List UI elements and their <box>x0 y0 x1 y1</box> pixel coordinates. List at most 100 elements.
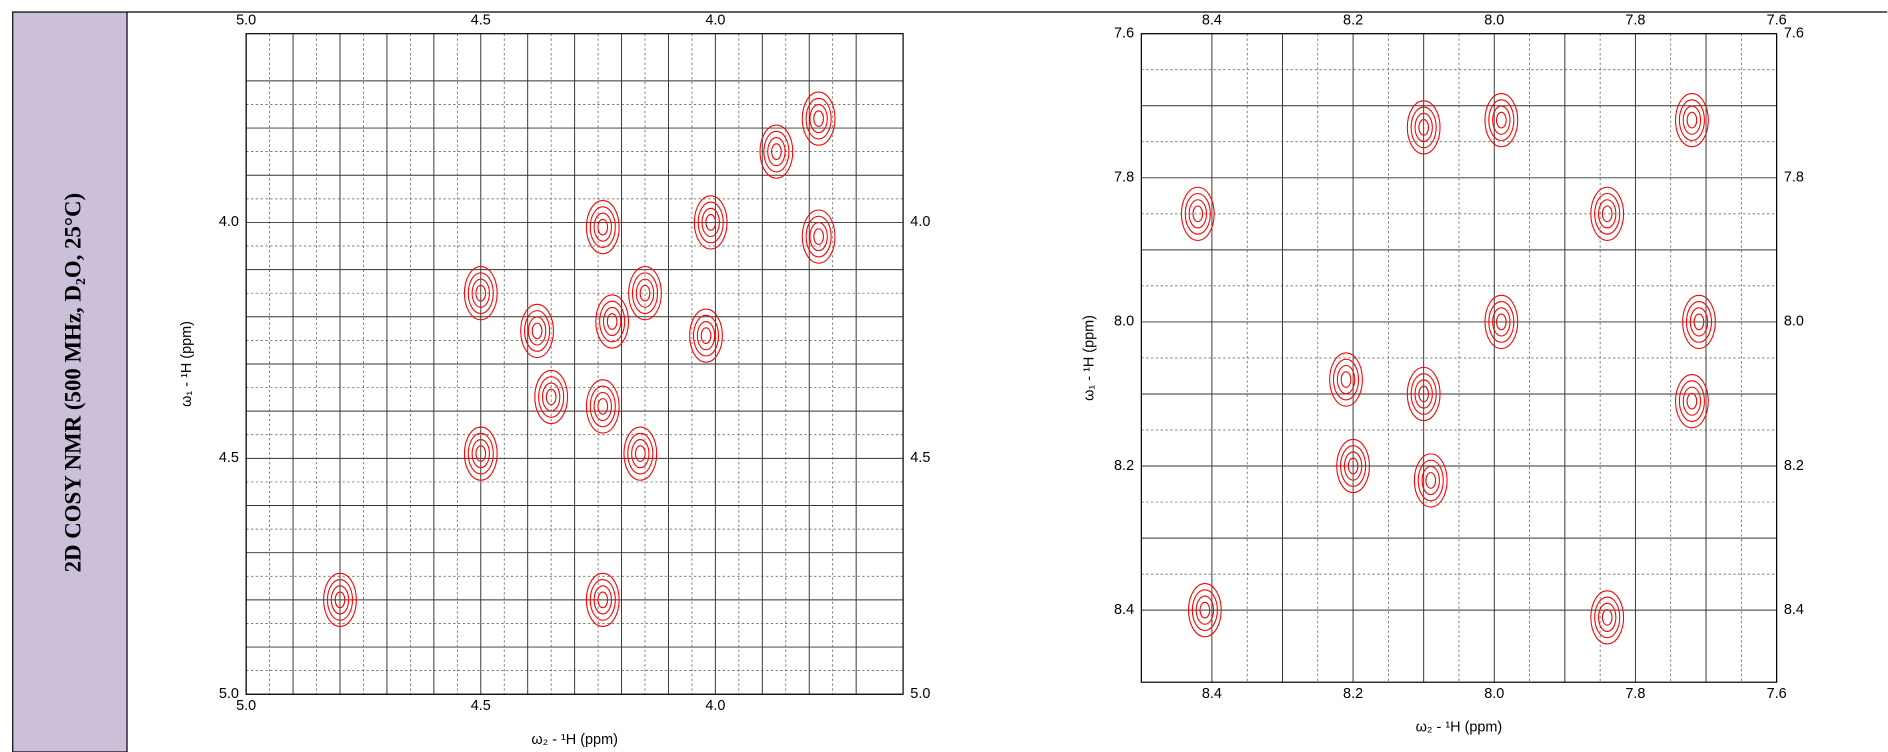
contour-peak <box>334 591 346 609</box>
contour-peak <box>467 432 494 475</box>
contour-peak <box>1347 457 1359 475</box>
contour-peak <box>585 379 620 434</box>
contour-peak <box>767 137 786 167</box>
contour-peak <box>700 327 712 345</box>
contour-peak <box>1685 301 1713 343</box>
contour-peak <box>1418 119 1430 136</box>
contour-peak <box>1329 352 1363 407</box>
contour-peak <box>1488 99 1515 142</box>
contour-peak <box>705 214 717 231</box>
contour-peak <box>527 316 547 346</box>
contour-peak <box>1590 186 1625 241</box>
y-tick-label: 8.0 <box>1114 314 1134 330</box>
contour-peak <box>693 195 728 250</box>
contour-peak <box>631 438 650 469</box>
plot-frame <box>1140 33 1778 683</box>
y-axis-title: ω₁ - ¹H (ppm) <box>1081 315 1097 401</box>
contour-peak <box>463 426 498 481</box>
contour-peak <box>701 207 720 238</box>
y-tick-label: 8.0 <box>1784 314 1804 330</box>
x-tick-label: 8.4 <box>1202 12 1222 28</box>
contour-peak <box>1594 596 1621 639</box>
contour-peak <box>602 306 622 337</box>
x-tick-label: 4.0 <box>705 12 725 28</box>
y-tick-label: 8.4 <box>1114 602 1134 618</box>
contour-peak <box>1682 294 1716 350</box>
contour-peak <box>534 369 569 425</box>
contour-peak <box>1689 307 1709 337</box>
contour-peak <box>1693 313 1705 331</box>
contour-peak <box>1188 199 1207 229</box>
contour-peak <box>813 228 824 245</box>
y-tick-label: 7.6 <box>1114 26 1134 42</box>
contour-peak <box>1682 386 1702 416</box>
contour-peak <box>1410 106 1437 149</box>
contour-peak <box>589 206 616 249</box>
contour-peak <box>1488 301 1515 343</box>
y-tick-label: 4.0 <box>910 214 930 230</box>
contour-peak <box>759 124 794 179</box>
contour-peak <box>1191 589 1218 632</box>
contour-peak <box>1199 601 1211 619</box>
contour-peak <box>1195 595 1215 625</box>
contour-peak <box>1686 111 1698 129</box>
contour-peak <box>631 272 659 315</box>
contour-peak <box>1675 93 1709 148</box>
contour-peak <box>541 382 561 412</box>
contour-peak <box>1332 358 1360 401</box>
y-tick-label: 4.0 <box>219 214 239 230</box>
x-tick-label: 7.6 <box>1767 686 1787 702</box>
contour-peak <box>593 212 612 242</box>
contour-peak <box>1594 192 1621 235</box>
x-tick-label: 8.0 <box>1484 12 1504 28</box>
x-tick-label: 7.6 <box>1767 12 1787 28</box>
contour-peak <box>531 322 543 340</box>
x-tick-label: 8.2 <box>1343 12 1363 28</box>
contour-peak <box>593 585 612 615</box>
y-tick-label: 7.6 <box>1784 26 1804 42</box>
contour-peak <box>805 97 832 140</box>
contour-peak <box>323 572 357 628</box>
y-tick-label: 8.2 <box>1114 458 1134 474</box>
y-tick-label: 5.0 <box>910 686 930 702</box>
contour-peak <box>697 201 724 244</box>
contour-peak <box>809 103 828 134</box>
contour-peak <box>326 579 354 621</box>
contour-peak <box>628 266 662 321</box>
contour-peak <box>1406 100 1441 155</box>
y-tick-label: 4.5 <box>219 450 239 466</box>
contour-peak <box>520 303 554 359</box>
contour-peak <box>1495 111 1507 129</box>
contour-peak <box>545 388 557 406</box>
contour-peak <box>463 266 498 321</box>
contour-peak <box>1597 199 1617 229</box>
contour-peak <box>1425 472 1437 489</box>
contour-peak <box>1601 608 1613 626</box>
contour-peak <box>1343 451 1363 481</box>
contour-peak <box>475 445 487 462</box>
contour-peak <box>471 438 490 469</box>
contour-peak <box>1187 583 1222 638</box>
contour-peak <box>692 314 720 357</box>
contour-peak <box>801 209 836 264</box>
contour-peak <box>689 308 723 363</box>
contour-peak <box>696 321 716 351</box>
side-label: 2D COSY NMR (500 MHz, D₂O, 25°C) <box>61 193 86 573</box>
contour-peak <box>1340 445 1367 487</box>
y-tick-label: 7.8 <box>1114 170 1134 186</box>
plot: 5.05.04.54.54.04.04.0 4.04.5 4.55.0 5.0ω₂ -… <box>179 12 930 748</box>
x-tick-label: 5.0 <box>236 698 256 714</box>
contour-peak <box>771 143 782 161</box>
y-axis-title: ω₁ - ¹H (ppm) <box>179 321 195 407</box>
contour-peak <box>635 278 655 308</box>
contour-peak <box>1192 205 1204 223</box>
contour-peak <box>538 376 565 418</box>
contour-peak <box>330 585 350 615</box>
x-tick-label: 7.8 <box>1625 686 1645 702</box>
y-tick-label: 4.5 <box>910 450 930 466</box>
contour-peak <box>1492 307 1511 337</box>
contour-peak <box>597 218 609 236</box>
side-panel <box>12 11 128 752</box>
